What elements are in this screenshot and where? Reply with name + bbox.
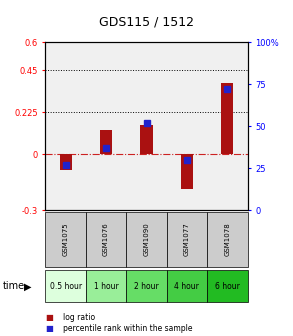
Text: GDS115 / 1512: GDS115 / 1512	[99, 15, 194, 28]
Text: GSM1090: GSM1090	[144, 222, 149, 256]
Text: GSM1075: GSM1075	[63, 222, 69, 256]
Text: ■: ■	[45, 313, 53, 322]
Bar	[221, 83, 234, 154]
Text: time: time	[3, 282, 25, 291]
Text: GSM1077: GSM1077	[184, 222, 190, 256]
Text: 4 hour: 4 hour	[175, 282, 199, 291]
Text: 1 hour: 1 hour	[94, 282, 118, 291]
Bar	[181, 154, 193, 190]
Bar	[59, 154, 72, 170]
Text: log ratio: log ratio	[63, 313, 95, 322]
Text: 2 hour: 2 hour	[134, 282, 159, 291]
Text: ▶: ▶	[24, 282, 32, 291]
Text: GSM1076: GSM1076	[103, 222, 109, 256]
Text: 6 hour: 6 hour	[215, 282, 240, 291]
Text: percentile rank within the sample: percentile rank within the sample	[63, 324, 193, 333]
Text: 0.5 hour: 0.5 hour	[50, 282, 82, 291]
Bar	[100, 130, 112, 154]
Text: ■: ■	[45, 324, 53, 333]
Bar	[140, 125, 153, 154]
Text: GSM1078: GSM1078	[224, 222, 230, 256]
